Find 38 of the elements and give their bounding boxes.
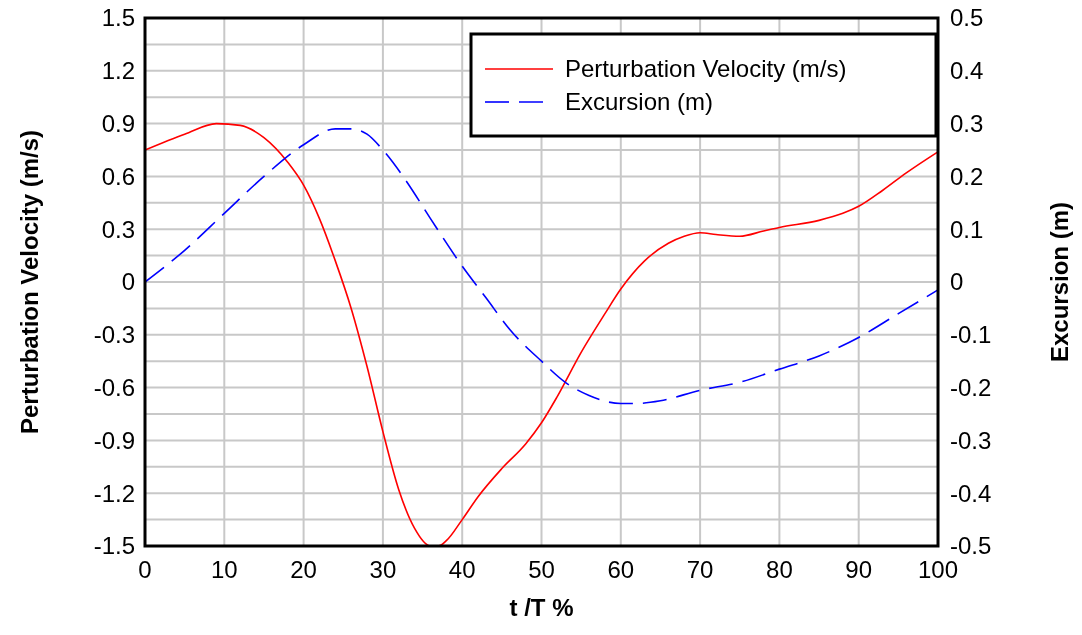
- y-tick-label: 0.3: [101, 215, 135, 243]
- x-tick-label: 30: [369, 556, 397, 583]
- x-tick-label: 10: [210, 556, 238, 583]
- y2-axis-title: Excursion (m): [1046, 201, 1073, 363]
- x-tick-label: 50: [528, 556, 555, 583]
- x-tick-label: 20: [290, 556, 317, 583]
- legend-label: Perturbation Velocity (m/s): [565, 55, 847, 83]
- y-tick-label: -0.9: [93, 426, 135, 454]
- x-tick-label: 40: [448, 556, 476, 583]
- y-tick-label: -1.5: [93, 532, 135, 560]
- y2-tick-label: 0.5: [950, 4, 984, 32]
- y-tick-label: -1.2: [93, 479, 135, 507]
- y-tick-label: 0.6: [101, 162, 135, 190]
- y2-tick-label: -0.3: [950, 426, 992, 454]
- y-tick-label: 1.2: [101, 57, 135, 85]
- x-tick-label: 60: [607, 556, 635, 583]
- legend-label: Excursion (m): [565, 88, 714, 116]
- y-tick-label: 0.9: [101, 110, 135, 137]
- y2-tick-label: -0.1: [950, 321, 992, 349]
- y2-tick-label: -0.4: [950, 479, 992, 507]
- y2-tick-label: 0.2: [950, 162, 984, 190]
- y2-tick-label: -0.2: [950, 374, 992, 401]
- x-tick-label: 90: [845, 556, 873, 583]
- line-series: [144, 128, 939, 405]
- y2-tick-label: 0.4: [950, 57, 984, 85]
- x-tick-label: 80: [766, 556, 793, 583]
- y-axis-title: Perturbation Velocity (m/s): [16, 129, 43, 435]
- y2-tick-label: 0: [950, 268, 964, 296]
- y-tick-label: 0: [121, 268, 135, 296]
- x-tick-label: 70: [686, 556, 714, 583]
- y2-tick-label: 0.1: [950, 215, 984, 243]
- y2-tick-label: 0.3: [950, 110, 984, 137]
- y-tick-label: 1.5: [101, 4, 135, 32]
- y-tick-label: -0.3: [93, 321, 135, 349]
- x-tick-label: 0: [138, 556, 152, 583]
- x-axis-title: t /T %: [509, 594, 574, 621]
- line-series: [144, 122, 939, 547]
- y-tick-label: -0.6: [93, 374, 135, 401]
